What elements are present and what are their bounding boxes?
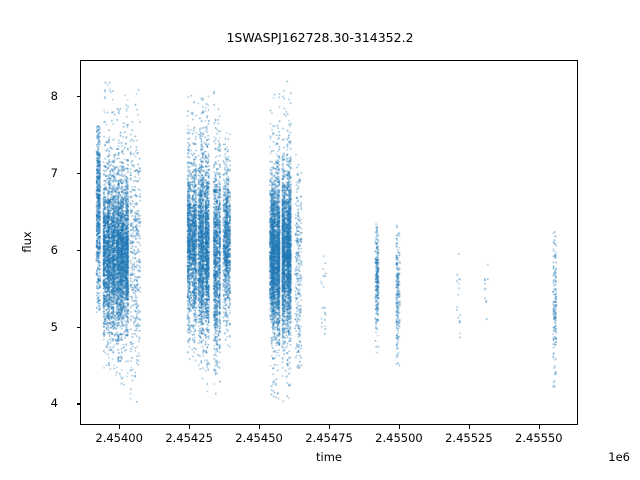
x-tick-mark — [119, 425, 121, 429]
y-tick-mark — [76, 96, 80, 98]
y-tick-mark — [76, 172, 80, 175]
x-tick-mark — [468, 425, 470, 429]
x-tick-label: 2.45450 — [235, 431, 283, 445]
page-title: 1SWASPJ162728.30-314352.2 — [226, 30, 414, 45]
x-tick-mark — [398, 425, 401, 429]
y-tick-label: 7 — [50, 165, 58, 180]
x-tick-label: 2.45475 — [305, 431, 353, 445]
x-tick-mark — [329, 425, 331, 429]
scatter-data-layer — [81, 61, 577, 424]
x-tick-label: 2.45400 — [95, 431, 143, 445]
x-tick-label: 2.45550 — [515, 431, 563, 445]
x-tick-mark — [259, 425, 261, 429]
plot-axes-area — [80, 60, 578, 425]
y-tick-label: 8 — [50, 89, 58, 104]
y-axis-label: flux — [20, 231, 34, 253]
y-tick-label: 4 — [50, 396, 58, 411]
y-tick-mark — [76, 249, 80, 251]
x-tick-label: 2.45425 — [165, 431, 213, 445]
y-tick-mark — [76, 403, 80, 405]
x-axis-label: time — [316, 450, 342, 464]
x-axis-offset-multiplier: 1e6 — [608, 450, 630, 464]
x-tick-label: 2.45525 — [445, 431, 493, 445]
x-tick-label: 2.45500 — [375, 431, 423, 445]
y-tick-label: 5 — [50, 319, 58, 334]
y-tick-label: 6 — [50, 242, 58, 257]
x-tick-mark — [189, 425, 191, 429]
y-tick-mark — [76, 326, 80, 328]
x-tick-mark — [538, 425, 540, 429]
